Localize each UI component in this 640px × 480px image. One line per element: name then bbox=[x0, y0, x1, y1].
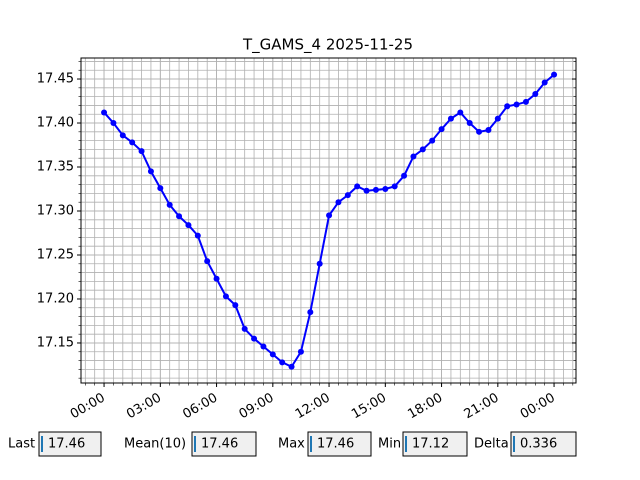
point bbox=[316, 260, 323, 267]
point bbox=[101, 109, 108, 116]
point bbox=[129, 139, 136, 146]
readout-label: Min bbox=[378, 437, 401, 452]
point bbox=[204, 258, 211, 265]
point bbox=[297, 348, 304, 355]
point bbox=[119, 132, 126, 139]
point bbox=[326, 212, 333, 219]
readout-value: 17.46 bbox=[317, 437, 354, 452]
point bbox=[457, 109, 464, 116]
point bbox=[363, 187, 370, 194]
point bbox=[391, 183, 398, 190]
point bbox=[494, 115, 501, 122]
y-tick-label: 17.15 bbox=[37, 335, 74, 350]
point bbox=[429, 137, 436, 144]
readout-label: Last bbox=[8, 437, 35, 452]
readout-value: 17.46 bbox=[48, 437, 85, 452]
point bbox=[279, 359, 286, 366]
y-tick-label: 17.30 bbox=[37, 203, 74, 218]
point bbox=[251, 335, 258, 342]
point bbox=[147, 168, 154, 175]
readout-label: Delta bbox=[474, 437, 509, 452]
readout-label: Mean(10) bbox=[124, 437, 186, 452]
y-tick-label: 17.35 bbox=[37, 160, 74, 175]
point bbox=[185, 222, 192, 229]
point bbox=[194, 232, 201, 239]
point bbox=[419, 146, 426, 153]
point bbox=[110, 120, 117, 127]
point bbox=[307, 309, 314, 316]
point bbox=[485, 127, 492, 134]
point bbox=[532, 90, 539, 97]
readout-box bbox=[38, 431, 102, 457]
point bbox=[288, 363, 295, 370]
y-tick-label: 17.45 bbox=[37, 72, 74, 87]
point bbox=[541, 79, 548, 86]
y-tick-label: 17.20 bbox=[37, 291, 74, 306]
point bbox=[176, 213, 183, 220]
point bbox=[157, 185, 164, 192]
point bbox=[410, 153, 417, 160]
point bbox=[551, 71, 558, 78]
point bbox=[232, 302, 239, 309]
chart-title: T_GAMS_4 2025-11-25 bbox=[242, 36, 413, 55]
point bbox=[269, 351, 276, 358]
point bbox=[522, 98, 529, 105]
point bbox=[344, 192, 351, 199]
plot-frame bbox=[80, 57, 577, 384]
point bbox=[466, 120, 473, 127]
point bbox=[476, 128, 483, 135]
readout-box bbox=[510, 431, 577, 457]
point bbox=[504, 103, 511, 110]
point bbox=[138, 148, 145, 155]
point bbox=[260, 343, 267, 350]
readout-label: Max bbox=[278, 437, 305, 452]
point bbox=[166, 201, 173, 208]
point bbox=[447, 115, 454, 122]
point bbox=[372, 186, 379, 193]
point bbox=[513, 101, 520, 108]
readout-box bbox=[402, 431, 468, 457]
point bbox=[241, 325, 248, 332]
y-tick-label: 17.25 bbox=[37, 247, 74, 262]
point bbox=[438, 126, 445, 133]
readout-box bbox=[191, 431, 257, 457]
point bbox=[222, 293, 229, 300]
point bbox=[354, 183, 361, 190]
readout-box bbox=[307, 431, 372, 457]
readout-value: 17.12 bbox=[412, 437, 449, 452]
y-tick-label: 17.40 bbox=[37, 116, 74, 131]
readout-value: 17.46 bbox=[201, 437, 238, 452]
readout-value: 0.336 bbox=[520, 437, 557, 452]
point bbox=[382, 186, 389, 193]
point bbox=[213, 275, 220, 282]
point bbox=[335, 199, 342, 206]
point bbox=[401, 172, 408, 179]
